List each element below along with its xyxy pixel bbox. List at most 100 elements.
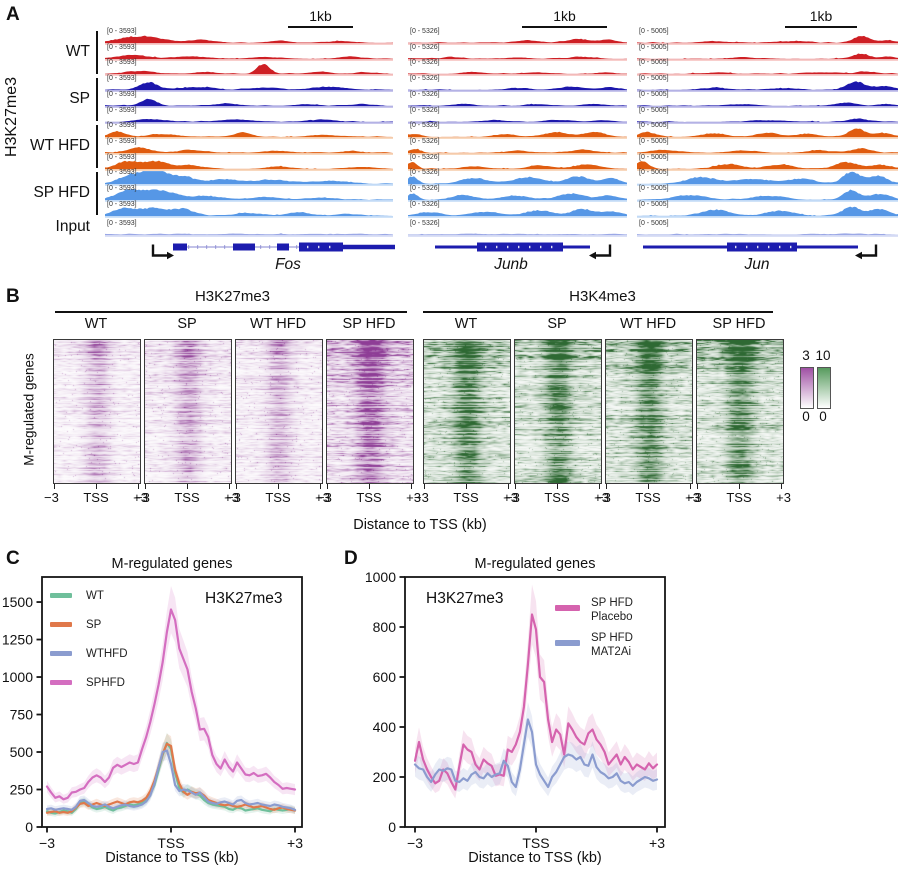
x-tick-label-tss: TSS (356, 490, 382, 505)
track-signal (105, 232, 393, 237)
heatmap-x-tick (690, 484, 692, 489)
track-signal (105, 160, 393, 171)
heatmap-column-label: WT (454, 316, 478, 332)
series-line-sp-hfd-mat2ai (413, 718, 659, 789)
heatmap-group-title-h3k4me3: H3K4me3 (569, 288, 636, 305)
chip-track-wt-jun-rep1: [0 - 5005] (637, 28, 898, 45)
chip-track-sp-junb-rep2: [0 - 5326] (408, 91, 627, 108)
panel-d-x-axis-label: Distance to TSS (kb) (468, 850, 602, 866)
scale-bar (522, 26, 607, 29)
scale-bar-label: 1kb (309, 8, 332, 24)
panel-c-annotation: H3K27me3 (205, 590, 283, 607)
x-tick-label-plus3: +3 (406, 490, 421, 505)
chip-track-sp-jun-rep2: [0 - 5005] (637, 91, 898, 108)
y-tick-label: 1000 (365, 569, 396, 585)
chip-track-wt-jun-rep3: [0 - 5005] (637, 59, 898, 76)
track-range-label: [0 - 5005] (639, 153, 669, 161)
legend-swatch-sp-hfd-placebo (555, 605, 580, 611)
heatmap-column-label: SP (547, 316, 567, 332)
scale-bar-label: 1kb (809, 8, 833, 24)
chip-track-sp-hfd-jun-rep1: [0 - 5005] (637, 169, 898, 186)
y-tick-label: 1250 (2, 631, 33, 647)
x-tick-label-tss: TSS (635, 490, 661, 505)
heatmap-x-tick (466, 484, 468, 489)
heatmap-x-tick-labels: −3 TSS +3 (44, 490, 148, 506)
heatmap-h3k4me3-wt-hfd (605, 339, 693, 484)
track-range-label: [0 - 5005] (639, 169, 669, 177)
track-range-label: [0 - 3593] (107, 219, 137, 227)
x-tick-label: −3 (39, 835, 55, 851)
track-signal (637, 71, 898, 76)
heatmap-x-tick-labels: −3 TSS +3 (687, 490, 791, 506)
track-range-label: [0 - 5005] (639, 28, 669, 35)
series-line-sp-hfd-placebo (413, 613, 659, 791)
gene-model-jun: Jun (643, 242, 878, 273)
heatmap-group-underline (423, 311, 773, 314)
track-signal (637, 35, 898, 45)
chip-track-wt-hfd-fos-rep2: [0 - 3593] (105, 137, 393, 155)
colorbar-purple (800, 367, 814, 409)
heatmap-x-tick (781, 484, 783, 489)
x-tick-label-tss: TSS (174, 490, 200, 505)
heatmap-canvas (606, 340, 692, 483)
panel-d-plot: 0 200 400 600 800 1000 −3 TSS +3 SP HFD Placebo SP … (365, 569, 666, 851)
scale-bar-label: 1kb (553, 8, 576, 24)
chip-track-wt-fos-rep3: [0 - 3593] (105, 59, 393, 76)
track-group-bracket (96, 78, 99, 121)
legend-swatch-sphfd (50, 680, 72, 685)
y-tick-label: 400 (373, 719, 397, 735)
chip-track-sp-junb-rep1: [0 - 5326] (408, 75, 627, 92)
y-tick-label: 750 (10, 706, 34, 722)
heatmap-canvas (424, 340, 510, 483)
track-signal (408, 38, 627, 45)
track-signal (105, 54, 393, 61)
chip-track-wt-hfd-jun-rep1: [0 - 5005] (637, 122, 898, 139)
track-range-label: [0 - 5326] (410, 43, 440, 51)
track-signal (637, 102, 898, 108)
panel-a-mark-label: H3K27me3 (3, 76, 20, 158)
panel-b-x-axis-label: Distance to TSS (kb) (353, 517, 487, 533)
panel-c-label: C (6, 548, 20, 569)
track-range-label: [0 - 3593] (107, 43, 137, 51)
panel-d-annotation: H3K27me3 (426, 590, 504, 607)
x-tick-label: +3 (287, 835, 303, 851)
chip-track-input-jun-rep1: [0 - 5005] (637, 220, 898, 237)
heatmap-h3k4me3-sp (514, 339, 602, 484)
heatmap-x-tick (145, 484, 147, 489)
y-tick-label: 600 (373, 669, 397, 685)
heatmap-x-tick (557, 484, 559, 489)
chip-track-sp-hfd-jun-rep3: [0 - 5005] (637, 201, 898, 218)
gene-name-fos: Fos (275, 256, 301, 273)
legend-label-wt: WT (86, 590, 104, 602)
track-range-label: [0 - 5326] (410, 75, 440, 83)
heatmap-x-tick (54, 484, 56, 489)
heatmap-x-tick (320, 484, 322, 489)
track-signal (105, 146, 393, 155)
chip-track-wt-hfd-junb-rep1: [0 - 5326] (408, 122, 627, 139)
legend-label-line: MAT2Ai (591, 646, 631, 658)
colorbar-green-min-label: 0 (819, 409, 827, 424)
heatmap-column-label: WT (84, 316, 108, 332)
track-range-label: [0 - 5326] (410, 169, 440, 177)
heatmap-group-underline (55, 311, 407, 314)
plot-frame (41, 576, 303, 828)
track-range-label: [0 - 5326] (410, 106, 440, 114)
heatmap-h3k27me3-wt-hfd (235, 339, 323, 484)
panel-a-label: A (6, 4, 20, 25)
x-tick-label: −3 (407, 835, 423, 851)
heatmap-canvas (54, 340, 140, 483)
heatmap-x-tick (606, 484, 608, 489)
x-tick-label-minus3: −3 (226, 490, 241, 505)
y-tick-label: 0 (25, 819, 33, 835)
heatmap-column-label: WT HFD (249, 316, 307, 332)
track-range-label: [0 - 3593] (107, 137, 137, 145)
x-tick-label: TSS (157, 835, 184, 851)
x-tick-label-minus3: −3 (596, 490, 611, 505)
legend-label-wthfd: WTHFD (86, 648, 128, 660)
track-signal (408, 103, 627, 108)
chip-track-sp-fos-rep1: [0 - 3593] (105, 75, 393, 92)
track-signal (637, 81, 898, 92)
legend-label-sp: SP (86, 619, 102, 631)
chip-track-wt-junb-rep2: [0 - 5326] (408, 43, 627, 61)
x-tick-label-minus3: −3 (687, 490, 702, 505)
